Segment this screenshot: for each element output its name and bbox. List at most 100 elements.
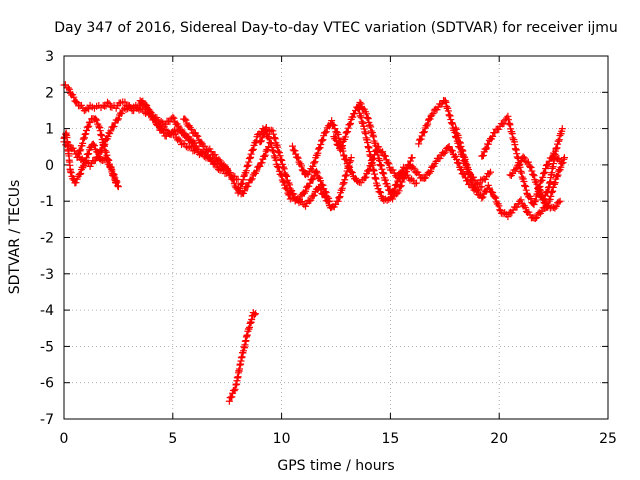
data-point: [491, 193, 499, 201]
data-point: [282, 172, 290, 180]
data-point: [466, 172, 474, 180]
data-point: [560, 154, 568, 162]
data-point: [546, 195, 554, 203]
data-point: [348, 169, 356, 177]
data-point: [362, 173, 370, 181]
y-tick-label: 1: [45, 122, 54, 138]
data-point: [244, 182, 252, 190]
data-point: [85, 150, 93, 158]
data-point: [164, 130, 172, 138]
data-point: [247, 150, 255, 158]
data-point: [537, 191, 545, 199]
data-point: [249, 145, 257, 153]
y-tick-label: -5: [40, 339, 54, 355]
data-point: [524, 158, 532, 166]
data-point: [226, 169, 234, 177]
data-point: [262, 123, 270, 131]
data-point: [113, 116, 121, 124]
data-point: [531, 215, 539, 223]
data-point: [193, 131, 201, 139]
data-point: [471, 185, 479, 193]
data-point: [478, 183, 486, 191]
data-point: [118, 109, 126, 117]
data-point: [536, 186, 544, 194]
data-point: [251, 310, 259, 318]
data-point: [428, 111, 436, 119]
data-point: [345, 162, 353, 170]
data-point: [436, 154, 444, 162]
data-point: [397, 182, 405, 190]
data-point: [227, 172, 235, 180]
y-axis-label: SDTVAR / TECUs: [7, 180, 23, 295]
data-point: [549, 183, 557, 191]
y-tick-label: -3: [40, 267, 54, 283]
data-point: [286, 181, 294, 189]
data-point: [85, 122, 93, 130]
data-point: [527, 195, 535, 203]
data-point: [509, 170, 517, 178]
data-point: [236, 185, 244, 193]
data-point: [324, 198, 332, 206]
data-point: [101, 147, 109, 155]
data-point: [286, 185, 294, 193]
data-point: [545, 197, 553, 205]
data-point: [492, 194, 500, 202]
data-point: [262, 147, 270, 155]
data-point: [297, 162, 305, 170]
data-point: [422, 174, 430, 182]
data-point: [216, 157, 224, 165]
data-point: [376, 188, 384, 196]
data-point: [311, 158, 319, 166]
data-point: [238, 179, 246, 187]
data-point: [291, 147, 299, 155]
data-point: [468, 177, 476, 185]
data-point: [237, 181, 245, 189]
y-tick-label: 3: [45, 49, 54, 65]
data-point: [418, 132, 426, 140]
data-point: [104, 98, 112, 106]
data-point: [491, 129, 499, 137]
data-point: [305, 197, 313, 205]
data-point: [499, 210, 507, 218]
data-point: [77, 169, 85, 177]
data-point: [321, 129, 329, 137]
data-point: [410, 164, 418, 172]
data-point: [544, 161, 552, 169]
data-point: [560, 155, 568, 163]
data-point: [79, 139, 87, 147]
data-point: [317, 186, 325, 194]
data-point: [239, 176, 247, 184]
data-point: [452, 152, 460, 160]
data-point: [479, 193, 487, 201]
data-point: [310, 191, 318, 199]
data-point: [485, 170, 493, 178]
data-point: [539, 195, 547, 203]
data-point: [72, 179, 80, 187]
data-point: [551, 180, 559, 188]
data-point: [72, 98, 80, 106]
data-point: [310, 159, 318, 167]
data-point: [417, 135, 425, 143]
data-point: [104, 156, 112, 164]
data-point: [549, 187, 557, 195]
data-point: [527, 163, 535, 171]
data-point: [89, 140, 97, 148]
data-point: [483, 144, 491, 152]
data-point: [409, 163, 417, 171]
data-point: [539, 170, 547, 178]
data-point: [416, 136, 424, 144]
data-point: [330, 121, 338, 129]
y-tick-label: -6: [40, 376, 54, 392]
data-point: [84, 123, 92, 131]
data-point: [204, 147, 212, 155]
data-point: [333, 140, 341, 148]
series-track: [354, 104, 486, 205]
data-point: [181, 115, 189, 123]
data-point: [395, 187, 403, 195]
data-point: [79, 135, 87, 143]
data-point: [314, 149, 322, 157]
data-point: [105, 156, 113, 164]
data-point: [151, 117, 159, 125]
